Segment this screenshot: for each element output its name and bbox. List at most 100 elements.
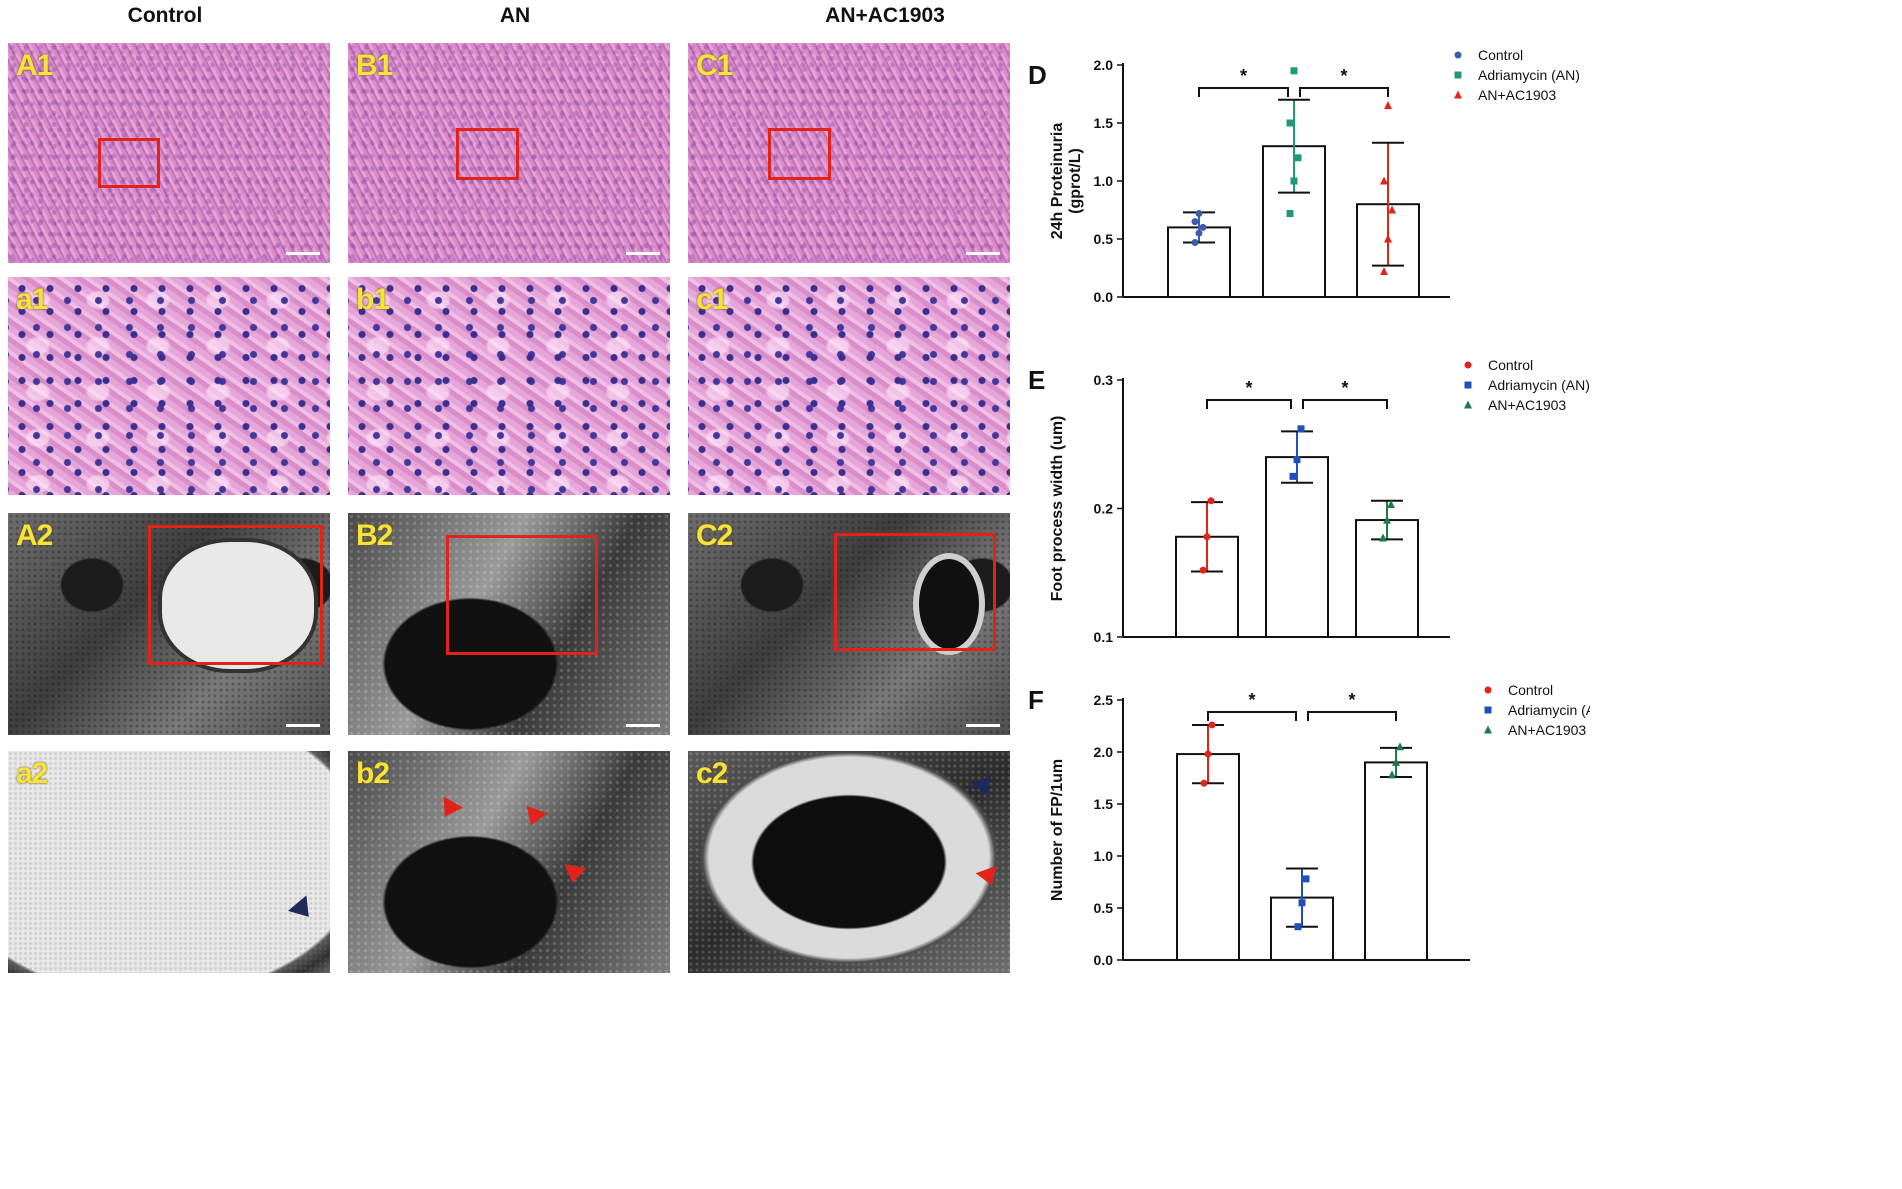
data-point xyxy=(1203,533,1211,541)
y-tick-label: 0.5 xyxy=(1094,231,1114,247)
panel-letter-D: D xyxy=(1028,60,1047,90)
chart-D: 0.0 0.5 1.0 1.5 2.0 24h Proteinuria (gprot/L) *… xyxy=(1049,47,1580,305)
legend-marker xyxy=(1464,361,1472,369)
significance-star: * xyxy=(1348,690,1355,710)
significance-star: * xyxy=(1240,66,1247,86)
roi-box xyxy=(768,128,831,180)
capillary-rbc xyxy=(913,553,985,655)
micrograph-A2: A2 xyxy=(8,513,330,735)
legend-label: AN+AC1903 xyxy=(1488,397,1566,413)
column-header-an: AN xyxy=(499,4,531,27)
y-axis-label: (gprot/L) xyxy=(1067,148,1084,214)
y-tick-label: 0.1 xyxy=(1094,629,1114,645)
legend-label: Control xyxy=(1478,47,1523,63)
chart-E: 0.1 0.2 0.3 Foot process width (um) * * Contro… xyxy=(1049,357,1590,645)
panel-label-A1: A1 xyxy=(16,49,53,82)
panel-letter-E: E xyxy=(1028,365,1046,395)
legend-label: AN+AC1903 xyxy=(1508,722,1586,738)
roi-box xyxy=(446,535,598,655)
scale-bar xyxy=(966,724,1000,727)
data-point xyxy=(1290,67,1298,75)
legend-label: Adriamycin (AN) xyxy=(1508,702,1590,718)
panel-label-b1: b1 xyxy=(356,283,390,316)
micrograph-B1: B1 xyxy=(348,43,670,263)
data-point xyxy=(1396,742,1404,751)
y-tick-label: 1.0 xyxy=(1094,848,1114,864)
data-point xyxy=(1191,238,1199,246)
data-point xyxy=(1380,176,1388,185)
y-tick-label: 2.0 xyxy=(1094,57,1114,73)
panel-label-b2: b2 xyxy=(356,757,390,790)
data-point xyxy=(1298,899,1306,907)
column-header-an-ac1903: AN+AC1903 xyxy=(825,4,945,27)
roi-box xyxy=(148,525,323,665)
panel-label-B1: B1 xyxy=(356,49,393,82)
significance-bracket xyxy=(1299,87,1389,97)
data-point xyxy=(1388,770,1396,779)
red-arrowhead xyxy=(520,805,548,830)
y-tick-label: 0.0 xyxy=(1094,952,1114,968)
red-arrowhead xyxy=(975,865,1003,890)
significance-star: * xyxy=(1248,690,1255,710)
micrograph-c2: c2 xyxy=(688,751,1010,973)
y-tick-label: 1.5 xyxy=(1094,796,1114,812)
data-point xyxy=(1387,500,1395,509)
legend-marker xyxy=(1454,51,1462,59)
bar xyxy=(1364,761,1428,962)
data-point xyxy=(1293,456,1301,464)
panel-letter-F: F xyxy=(1028,685,1044,715)
navy-arrowhead xyxy=(970,775,998,800)
panel-label-c1: c1 xyxy=(696,283,728,316)
data-point xyxy=(1392,757,1400,766)
data-point xyxy=(1302,875,1310,883)
roi-box xyxy=(98,138,160,188)
y-tick-label: 1.0 xyxy=(1094,173,1114,189)
panel-label-A2: A2 xyxy=(16,519,53,552)
y-tick-label: 2.5 xyxy=(1094,692,1114,708)
significance-star: * xyxy=(1245,378,1252,398)
data-point xyxy=(1199,566,1207,574)
panel-label-C2: C2 xyxy=(696,519,733,552)
chart-F: 0.0 0.5 1.0 1.5 2.0 2.5 Number of FP/1um * * Cont… xyxy=(1049,682,1590,968)
data-point xyxy=(1286,119,1294,127)
data-point xyxy=(1380,266,1388,275)
data-point xyxy=(1294,154,1302,162)
micrograph-a1: a1 xyxy=(8,277,330,495)
bar xyxy=(1265,456,1329,638)
panel-label-C1: C1 xyxy=(696,49,733,82)
capillary-lumen xyxy=(158,538,318,673)
significance-bracket xyxy=(1307,711,1397,721)
navy-arrowhead xyxy=(288,895,318,925)
scale-bar xyxy=(286,252,320,255)
data-point xyxy=(1191,218,1199,226)
data-point xyxy=(1297,425,1305,433)
legend-label: Control xyxy=(1508,682,1553,698)
legend-label: Control xyxy=(1488,357,1533,373)
legend-marker xyxy=(1484,725,1492,734)
significance-bracket xyxy=(1206,399,1292,409)
panel-label-a2: a2 xyxy=(16,757,48,790)
significance-bracket xyxy=(1302,399,1388,409)
y-axis-label: 24h Proteinuria xyxy=(1049,123,1066,240)
y-tick-label: 0.5 xyxy=(1094,900,1114,916)
scale-bar xyxy=(286,724,320,727)
data-point xyxy=(1294,923,1302,931)
legend-marker xyxy=(1464,381,1472,389)
legend-marker xyxy=(1454,71,1462,79)
significance-star: * xyxy=(1341,378,1348,398)
data-point xyxy=(1384,234,1392,243)
significance-bracket xyxy=(1207,711,1297,721)
red-arrowhead xyxy=(435,796,463,823)
y-axis-label: Number of FP/1um xyxy=(1049,759,1066,901)
y-tick-label: 0.3 xyxy=(1094,372,1114,388)
data-point xyxy=(1208,721,1216,729)
y-tick-label: 2.0 xyxy=(1094,744,1114,760)
data-point xyxy=(1200,779,1208,787)
panel-label-a1: a1 xyxy=(16,283,48,316)
column-header-control: Control xyxy=(127,4,203,27)
micrograph-A1: A1 xyxy=(8,43,330,263)
legend-label: Adriamycin (AN) xyxy=(1488,377,1590,393)
micrograph-B2: B2 xyxy=(348,513,670,735)
legend-marker xyxy=(1454,90,1462,99)
data-point xyxy=(1289,472,1297,480)
